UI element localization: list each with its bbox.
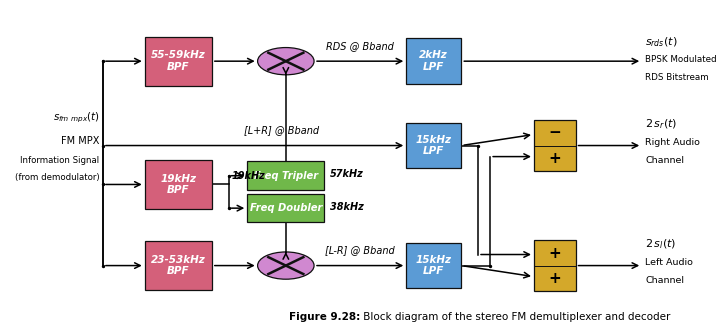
Text: $s_{fm\ mpx}(t)$: $s_{fm\ mpx}(t)$ (52, 111, 100, 125)
Text: 19kHz: 19kHz (232, 171, 266, 181)
FancyBboxPatch shape (406, 243, 462, 288)
Text: +: + (548, 150, 561, 166)
FancyBboxPatch shape (248, 194, 325, 222)
FancyBboxPatch shape (534, 241, 576, 291)
Text: 2kHz
LPF: 2kHz LPF (419, 50, 448, 72)
Text: $2\,s_r(t)$: $2\,s_r(t)$ (646, 117, 678, 131)
Text: [L+R] @ Bband: [L+R] @ Bband (244, 125, 319, 135)
Text: Freq Doubler: Freq Doubler (250, 203, 322, 213)
Text: (from demodulator): (from demodulator) (15, 174, 100, 182)
Text: RDS Bitstream: RDS Bitstream (646, 73, 709, 82)
Circle shape (258, 252, 314, 279)
FancyBboxPatch shape (248, 161, 325, 190)
Text: [L-R] @ Bband: [L-R] @ Bband (325, 245, 395, 255)
Text: 57kHz: 57kHz (330, 169, 363, 179)
Circle shape (258, 48, 314, 75)
Text: Channel: Channel (646, 276, 684, 285)
Text: Block diagram of the stereo FM demultiplexer and decoder: Block diagram of the stereo FM demultipl… (360, 312, 670, 322)
Text: $2\,s_l(t)$: $2\,s_l(t)$ (646, 238, 677, 251)
Text: $s_{rds}(t)$: $s_{rds}(t)$ (646, 35, 678, 49)
Text: 38kHz: 38kHz (330, 202, 363, 212)
Text: Figure 9.28:: Figure 9.28: (288, 312, 360, 322)
Text: 55-59kHz
BPF: 55-59kHz BPF (151, 50, 205, 72)
Text: 19kHz
BPF: 19kHz BPF (160, 174, 197, 195)
Text: 15kHz
LPF: 15kHz LPF (416, 255, 452, 277)
FancyBboxPatch shape (145, 241, 212, 290)
FancyBboxPatch shape (534, 120, 576, 171)
Text: Information Signal: Information Signal (20, 156, 100, 165)
Text: Channel: Channel (646, 156, 684, 165)
FancyBboxPatch shape (145, 160, 212, 209)
Text: +: + (548, 271, 561, 286)
Text: Left Audio: Left Audio (646, 258, 693, 267)
Text: +: + (548, 246, 561, 260)
Text: BPSK Modulated: BPSK Modulated (646, 55, 717, 64)
FancyBboxPatch shape (406, 123, 462, 168)
Text: 15kHz
LPF: 15kHz LPF (416, 135, 452, 156)
Text: FM MPX: FM MPX (61, 136, 100, 146)
FancyBboxPatch shape (406, 39, 462, 84)
Text: Right Audio: Right Audio (646, 138, 700, 147)
Text: Freq Tripler: Freq Tripler (254, 171, 318, 181)
FancyBboxPatch shape (145, 37, 212, 85)
Text: RDS @ Bband: RDS @ Bband (326, 41, 394, 51)
Text: 23-53kHz
BPF: 23-53kHz BPF (151, 255, 205, 277)
Text: −: − (548, 125, 561, 141)
